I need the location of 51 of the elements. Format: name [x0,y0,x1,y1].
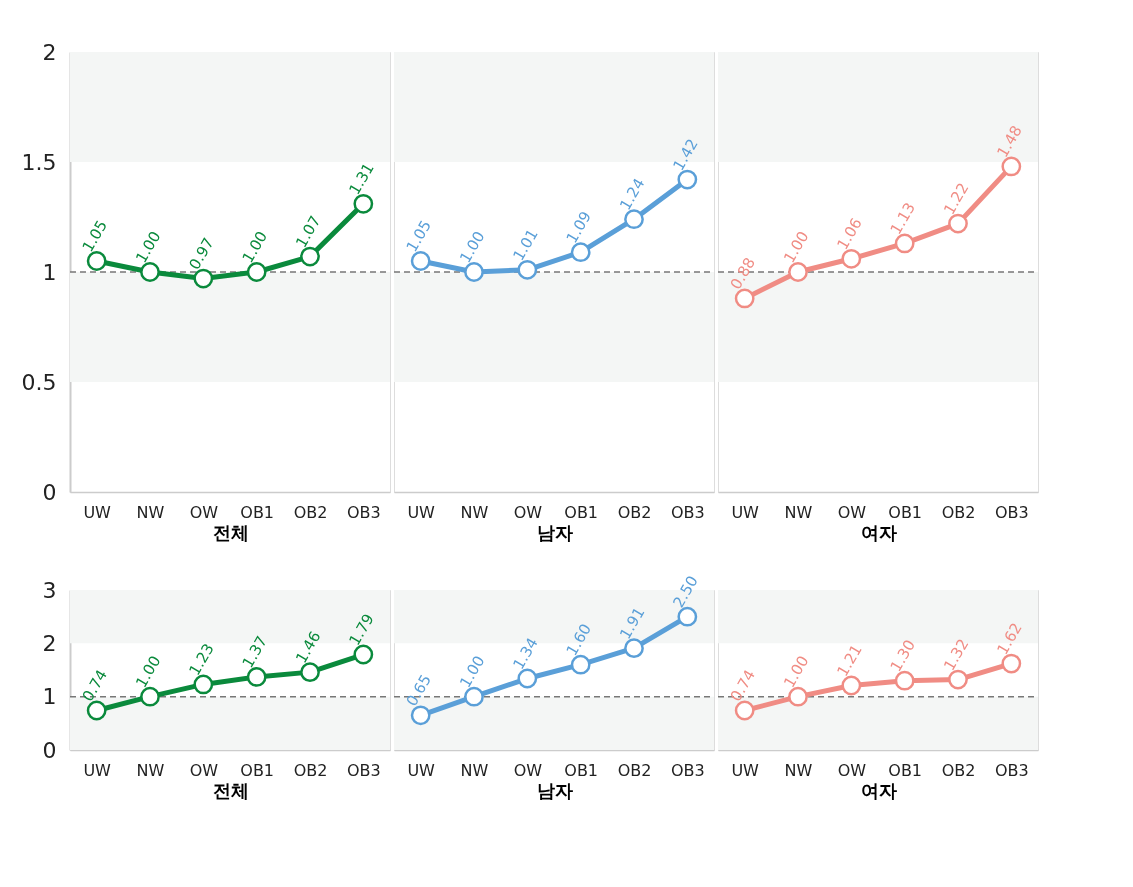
x-tick-label: UW [731,502,760,522]
x-tick-label: OB2 [941,760,976,780]
x-tick-label: NW [460,760,489,780]
x-tick-label: OB2 [617,502,652,522]
y-tick-label: 0.5 [21,369,57,395]
x-tick-label: OB1 [564,760,599,780]
x-tick-label: OB2 [293,502,328,522]
y-tick-label: 3 [42,577,57,603]
x-tick-label: OB1 [888,502,923,522]
x-tick-label: OB3 [346,760,381,780]
x-tick-label: UW [83,760,112,780]
x-tick-label: OB3 [346,502,381,522]
x-tick-label: NW [136,502,165,522]
x-tick-label: OW [837,760,867,780]
x-tick-label: NW [136,760,165,780]
x-axis-title: 전체 [212,521,249,543]
x-tick-label: OB1 [564,502,599,522]
y-tick-label: 1 [42,684,57,710]
x-tick-label: OB1 [888,760,923,780]
x-tick-label: OW [837,502,867,522]
y-tick-label: 0 [42,479,57,505]
x-tick-label: OB3 [994,502,1029,522]
x-axis-title: 여자 [860,779,897,801]
y-tick-label: 0 [42,737,57,763]
x-tick-label: OW [513,502,543,522]
x-tick-label: UW [407,502,436,522]
y-tick-label: 2 [42,39,57,65]
y-tick-label: 1 [42,259,57,285]
x-tick-label: NW [460,502,489,522]
x-tick-label: UW [407,760,436,780]
x-axis-title: 여자 [860,521,897,543]
x-axis-title: 남자 [536,521,573,543]
y-tick-label: 1.5 [21,149,57,175]
x-tick-label: NW [784,760,813,780]
x-tick-label: OW [189,502,219,522]
x-tick-label: OW [513,760,543,780]
x-tick-label: OB2 [293,760,328,780]
x-tick-label: NW [784,502,813,522]
x-tick-label: OB3 [994,760,1029,780]
y-tick-label: 2 [42,630,57,656]
x-tick-label: UW [731,760,760,780]
x-tick-label: OB2 [617,760,652,780]
x-tick-label: OB1 [240,502,275,522]
x-tick-label: UW [83,502,112,522]
x-tick-label: OB3 [670,502,705,522]
x-tick-label: OB3 [670,760,705,780]
x-tick-label: OB1 [240,760,275,780]
x-tick-label: OW [189,760,219,780]
x-tick-label: OB2 [941,502,976,522]
x-axis-title: 전체 [212,779,249,801]
x-axis-title: 남자 [536,779,573,801]
